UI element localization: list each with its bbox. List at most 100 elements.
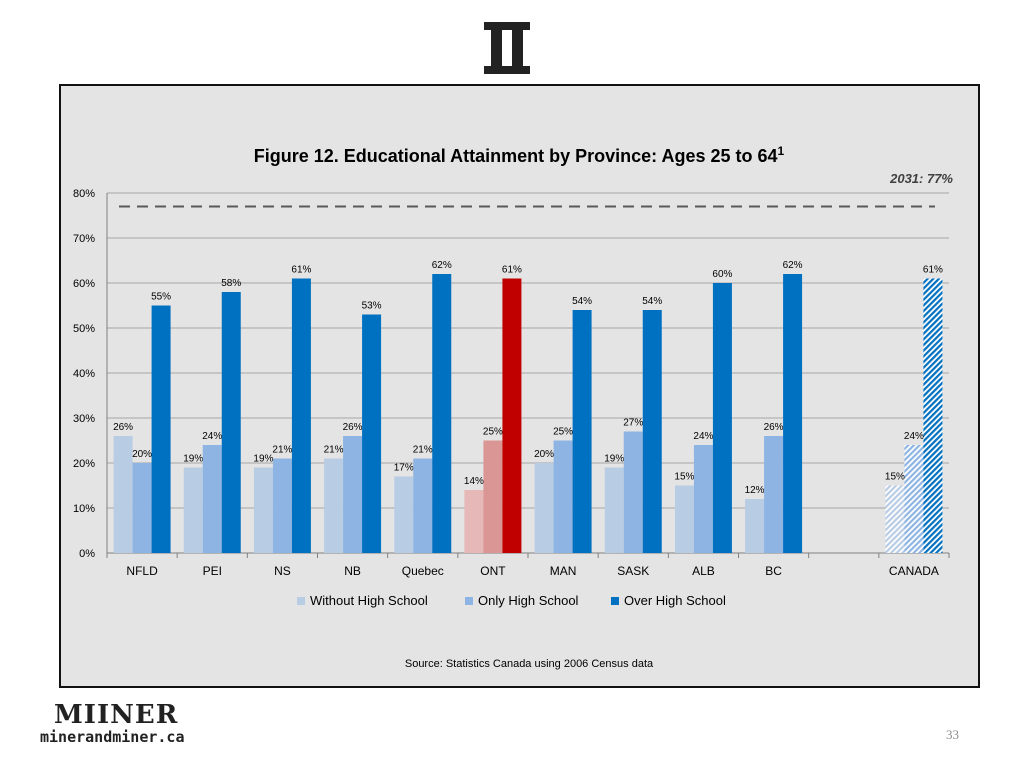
data-label: 21% [272,445,292,456]
legend-label: Only High School [478,593,579,608]
category-label: NB [344,564,361,578]
y-tick-label: 50% [73,323,95,335]
brand-name: MIINER [54,700,179,730]
category-label: PEI [203,564,222,578]
bar-without-high-school [394,476,414,553]
data-label: 25% [483,427,503,438]
data-label: 20% [534,449,554,460]
bar-only-high-school [764,436,784,553]
bar-over-high-school [572,310,592,553]
data-label: 62% [432,260,452,271]
category-label: MAN [550,564,577,578]
bar-over-high-school [502,278,522,553]
category-label: BC [765,564,782,578]
category-label: ALB [692,564,715,578]
data-label: 26% [343,422,363,433]
brand-url[interactable]: minerandminer.ca [40,728,185,746]
bar-without-high-school [674,485,694,553]
data-label: 61% [291,265,311,276]
data-label: 58% [221,278,241,289]
y-tick-label: 80% [73,188,95,200]
category-label: CANADA [889,564,939,578]
data-label: 53% [362,301,382,312]
bar-over-high-school [291,278,311,553]
bar-only-high-school [693,445,713,553]
title-superscript: 1 [778,144,785,158]
bar-without-high-school [324,458,344,553]
category-label: ONT [480,564,506,578]
data-label: 15% [885,472,905,483]
bar-only-high-school [132,463,152,553]
bar-only-high-school [623,431,643,553]
bar-over-high-school [783,274,803,553]
bar-without-high-school [113,436,133,553]
bar-without-high-school [253,467,273,553]
double-bar-roman-two-icon [484,22,530,74]
category-label: Quebec [402,564,444,578]
chart-title: Figure 12. Educational Attainment by Pro… [254,144,785,166]
bar-only-high-school [553,440,573,553]
bar-only-high-school [272,458,292,553]
data-label: 27% [623,418,643,429]
bar-over-high-school [221,292,241,553]
y-tick-label: 70% [73,233,95,245]
y-tick-label: 60% [73,278,95,290]
data-label: 19% [183,454,203,465]
data-label: 24% [202,431,222,442]
bar-over-high-school [362,314,382,553]
bar-without-high-school [885,485,905,553]
y-tick-label: 20% [73,458,95,470]
data-label: 19% [253,454,273,465]
data-label: 24% [904,431,924,442]
legend-label: Without High School [310,593,428,608]
bar-over-high-school [151,305,171,553]
data-label: 21% [413,445,433,456]
y-tick-label: 0% [79,548,95,560]
data-label: 17% [394,463,414,474]
bar-only-high-school [904,445,924,553]
legend-label: Over High School [624,593,726,608]
data-label: 14% [464,476,484,487]
bar-only-high-school [343,436,363,553]
category-label: NS [274,564,291,578]
category-label: SASK [617,564,649,578]
bar-only-high-school [413,458,433,553]
data-label: 61% [923,265,943,276]
bar-over-high-school [923,278,943,553]
bar-without-high-school [464,490,484,553]
bar-over-high-school [432,274,452,553]
legend-swatch [465,597,473,605]
data-label: 21% [324,445,344,456]
bar-without-high-school [183,467,203,553]
bar-over-high-school [712,283,732,553]
chart-frame: Figure 12. Educational Attainment by Pro… [59,84,980,688]
source-note: Source: Statistics Canada using 2006 Cen… [405,658,654,670]
y-tick-label: 10% [73,503,95,515]
legend-swatch [611,597,619,605]
data-label: 12% [745,485,765,496]
data-label: 60% [712,269,732,280]
bar-chart: Figure 12. Educational Attainment by Pro… [73,144,953,670]
data-label: 54% [642,296,662,307]
bar-without-high-school [534,463,554,553]
page-number: 33 [946,727,959,742]
bar-only-high-school [483,440,503,553]
y-tick-label: 40% [73,368,95,380]
data-label: 15% [674,472,694,483]
data-label: 25% [553,427,573,438]
data-label: 26% [764,422,784,433]
data-label: 20% [132,449,152,460]
target-label: 2031: 77% [889,171,953,186]
legend-swatch [297,597,305,605]
bar-without-high-school [745,499,765,553]
category-label: NFLD [126,564,158,578]
data-label: 19% [604,454,624,465]
data-label: 62% [783,260,803,271]
data-label: 61% [502,265,522,276]
bar-without-high-school [604,467,624,553]
data-label: 24% [693,431,713,442]
data-label: 55% [151,292,171,303]
data-label: 54% [572,296,592,307]
bar-over-high-school [642,310,662,553]
bar-only-high-school [202,445,222,553]
